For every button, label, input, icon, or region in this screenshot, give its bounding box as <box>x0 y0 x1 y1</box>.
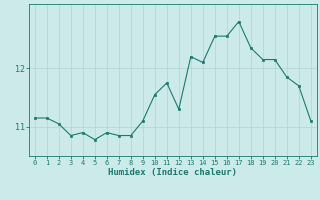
X-axis label: Humidex (Indice chaleur): Humidex (Indice chaleur) <box>108 168 237 177</box>
